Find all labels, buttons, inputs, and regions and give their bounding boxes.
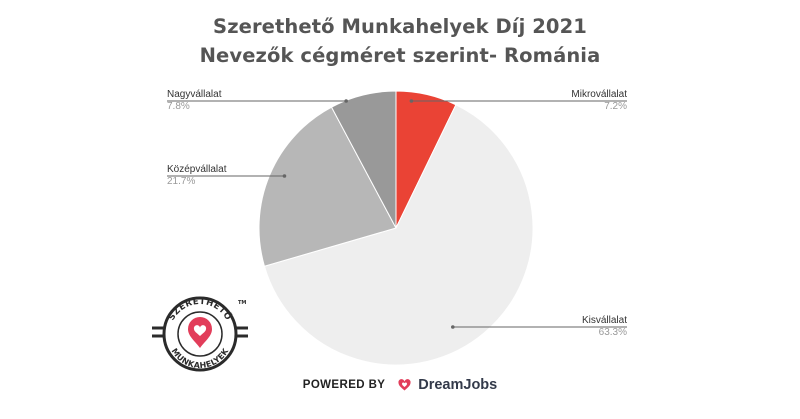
logo-heart-icon bbox=[193, 325, 207, 336]
leader-dot-4 bbox=[344, 99, 348, 103]
slice-percent-1: 7.2% bbox=[604, 101, 627, 112]
slice-percent-4: 7.8% bbox=[167, 101, 190, 112]
chart-title-line-2: Nevezők cégméret szerint- Románia bbox=[199, 44, 601, 67]
pie-slice-3 bbox=[258, 106, 397, 267]
powered-by-text: POWERED BY bbox=[302, 378, 386, 391]
dreamjobs-brand: DreamJobs bbox=[418, 376, 498, 393]
slice-label-1: Mikrovállalat bbox=[571, 89, 627, 100]
leader-dot-3 bbox=[282, 174, 287, 178]
slice-label-3: Középvállalat bbox=[167, 164, 227, 175]
slice-percent-2: 63.3% bbox=[599, 327, 627, 338]
slice-label-4: Nagyvállalat bbox=[167, 89, 222, 100]
dreamjobs-heart-icon bbox=[398, 378, 411, 391]
pie-slice-4 bbox=[330, 90, 397, 229]
slice-percent-3: 21.7% bbox=[167, 176, 195, 187]
pie-slice-2 bbox=[263, 104, 534, 366]
leader-dot-1 bbox=[409, 99, 414, 103]
footer: POWERED BY DreamJobs bbox=[0, 376, 800, 394]
leader-dot-2 bbox=[451, 325, 455, 329]
logo-tm: TM bbox=[238, 300, 246, 306]
chart-title-line-1: Szerethető Munkahelyek Díj 2021 bbox=[213, 15, 587, 38]
slice-label-2: Kisvállalat bbox=[582, 315, 627, 326]
szeretheto-munkahelyek-logo: SZERETHETŐ MUNKAHELYEK TM bbox=[152, 296, 248, 372]
